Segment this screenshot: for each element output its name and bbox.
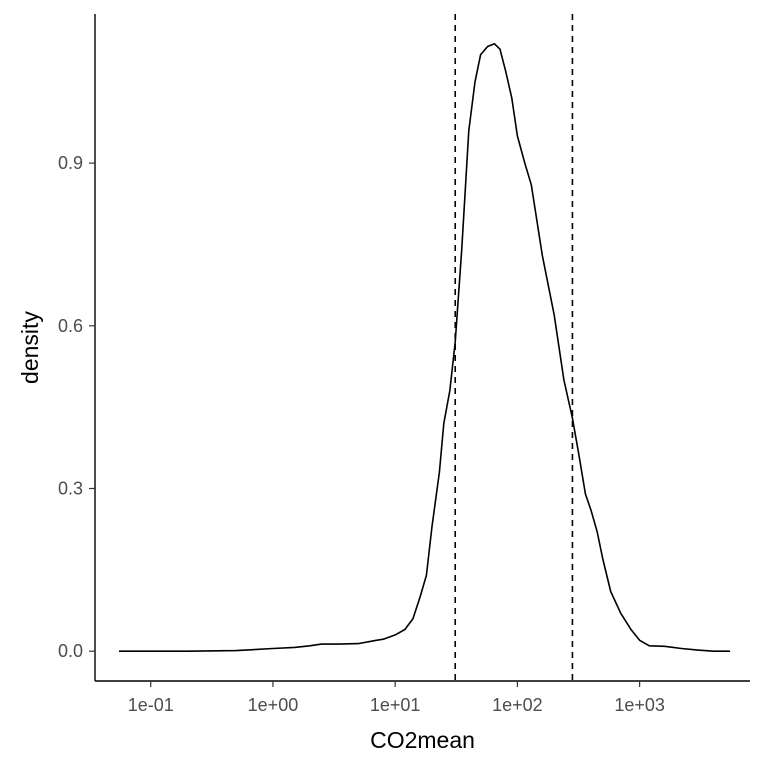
y-tick-label: 0.9 — [58, 153, 83, 173]
x-tick-label: 1e+01 — [370, 695, 421, 715]
x-axis-title: CO2mean — [370, 727, 475, 753]
x-tick-label: 1e+02 — [492, 695, 543, 715]
y-axis-ticks: 0.0 0.3 0.6 0.9 — [58, 153, 95, 661]
y-axis-title: density — [17, 311, 43, 384]
plot-area — [119, 14, 731, 681]
x-tick-label: 1e-01 — [128, 695, 174, 715]
x-tick-label: 1e+00 — [248, 695, 299, 715]
y-tick-label: 0.0 — [58, 641, 83, 661]
density-line — [119, 43, 731, 652]
y-tick-label: 0.3 — [58, 478, 83, 498]
x-tick-label: 1e+03 — [614, 695, 665, 715]
y-tick-label: 0.6 — [58, 316, 83, 336]
x-axis-ticks: 1e-01 1e+00 1e+01 1e+02 1e+03 — [128, 681, 665, 715]
